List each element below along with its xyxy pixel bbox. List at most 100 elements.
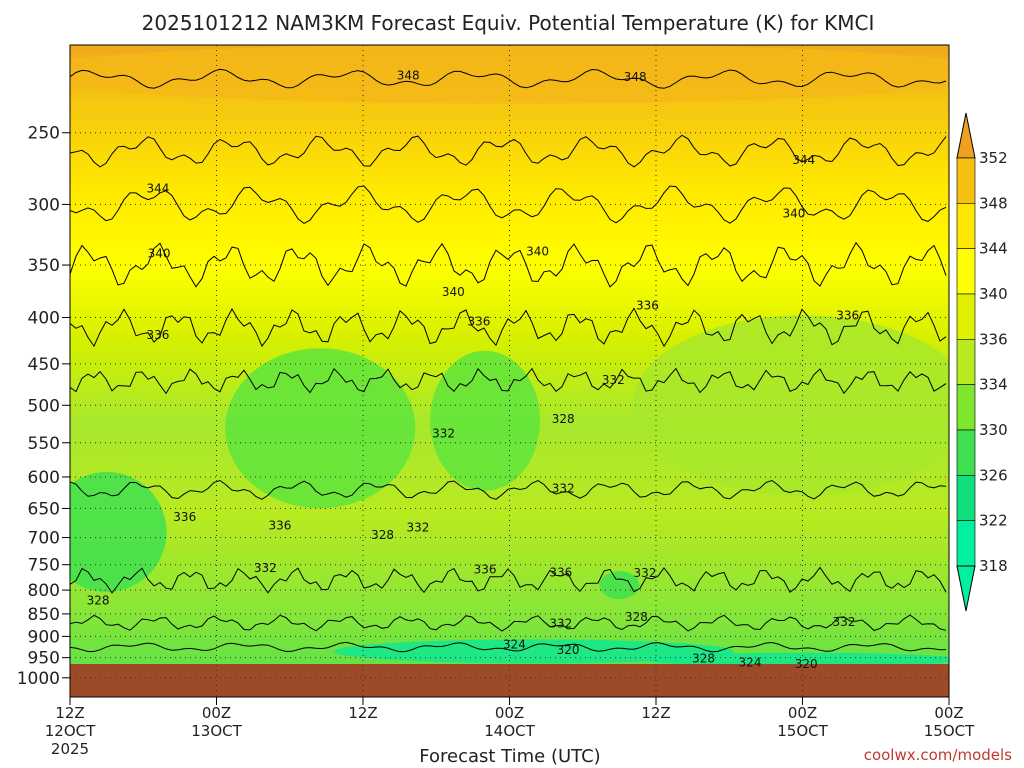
- contour-label: 336: [146, 328, 169, 342]
- x-tick-label: 15OCT: [924, 722, 975, 740]
- y-tick-label: 300: [28, 195, 60, 215]
- isoline: [70, 566, 947, 594]
- isoline: [70, 134, 947, 168]
- y-tick-label: 500: [28, 396, 60, 416]
- contour-label: 336: [468, 314, 491, 328]
- colorbar-label: 336: [979, 330, 1008, 348]
- isoline: [70, 641, 947, 653]
- isoline: [70, 307, 947, 348]
- y-tick-label: 550: [28, 434, 60, 454]
- y-tick-label: 800: [28, 581, 60, 601]
- contour-label: 332: [406, 520, 429, 534]
- contour-label: 340: [526, 244, 549, 258]
- contour-label: 328: [371, 528, 394, 542]
- x-tick-label: 12OCT: [45, 722, 96, 740]
- y-tick-label: 700: [28, 529, 60, 549]
- field-region: [642, 652, 949, 667]
- x-tick-label: 2025: [51, 740, 89, 758]
- y-tick-label: 650: [28, 499, 60, 519]
- x-tick-label: 15OCT: [777, 722, 828, 740]
- contour-label: 344: [146, 181, 169, 195]
- contour-label: 328: [692, 651, 715, 665]
- y-tick-label: 850: [28, 605, 60, 625]
- colorbar-segment: [956, 203, 976, 249]
- colorbar-label: 318: [979, 557, 1008, 575]
- x-tick-label: 00Z: [495, 704, 524, 722]
- contour-label: 340: [783, 206, 806, 220]
- y-axis: 250 300 350 400 450 500 550 600 650 700 750 800 850 9…: [17, 124, 70, 689]
- colorbar-label: 348: [979, 194, 1008, 212]
- contour-label: 336: [636, 299, 659, 313]
- colorbar-label: 334: [979, 376, 1008, 394]
- credit-text: coolwx.com/models: [864, 746, 1012, 764]
- field-region: [430, 350, 541, 491]
- field-region: [70, 45, 949, 104]
- contour-label: 328: [552, 412, 575, 426]
- colorbar-label: 330: [979, 421, 1008, 439]
- contour-label: 324: [503, 638, 526, 652]
- x-tick-label: 14OCT: [484, 722, 535, 740]
- y-tick-label: 400: [28, 309, 60, 329]
- field-region: [225, 348, 416, 509]
- contour-field: 348 348 344 344 340 340 340 340 336 336 336 336 332 3…: [70, 45, 949, 697]
- x-tick-label: 00Z: [788, 704, 817, 722]
- y-tick-label: 450: [28, 355, 60, 375]
- contour-label: 336: [173, 510, 196, 524]
- contour-label: 340: [148, 247, 171, 261]
- x-tick-label: 00Z: [202, 704, 231, 722]
- contour-label: 332: [432, 426, 455, 440]
- contour-label: 332: [254, 561, 277, 575]
- contour-label: 332: [833, 615, 856, 629]
- chart-title: 2025101212 NAM3KM Forecast Equiv. Potent…: [142, 11, 875, 35]
- colorbar-label: 326: [979, 466, 1008, 484]
- colorbar-segment: [956, 293, 976, 340]
- x-tick-label: 12Z: [348, 704, 377, 722]
- y-tick-label: 350: [28, 256, 60, 276]
- contour-label: 320: [557, 643, 580, 657]
- contour-label: 324: [739, 656, 762, 670]
- colorbar-segment: [956, 248, 976, 295]
- x-tick-label: 00Z: [934, 704, 963, 722]
- colorbar-label: 322: [979, 512, 1008, 530]
- colorbar-segment: [956, 429, 976, 476]
- contour-label: 344: [792, 153, 815, 167]
- colorbar-top-arrow: [956, 112, 976, 159]
- y-tick-label: 600: [28, 468, 60, 488]
- contour-label: 332: [549, 617, 572, 631]
- x-axis-label: Forecast Time (UTC): [419, 746, 600, 767]
- contour-label: 332: [552, 482, 575, 496]
- isoline: [70, 614, 947, 632]
- colorbar-segment: [956, 384, 976, 431]
- y-tick-label: 750: [28, 556, 60, 576]
- x-tick-label: 12Z: [641, 704, 670, 722]
- contour-label: 348: [397, 68, 420, 82]
- contour-label: 340: [442, 285, 465, 299]
- colorbar-bottom-arrow: [956, 565, 976, 612]
- contour-label: 332: [602, 373, 625, 387]
- colorbar-segment: [956, 475, 976, 521]
- isoline: [70, 185, 947, 224]
- contour-label: 328: [625, 610, 648, 624]
- contour-label: 336: [549, 565, 572, 579]
- contour-label: 328: [87, 594, 110, 608]
- colorbar-label: 344: [979, 240, 1008, 258]
- isoline: [70, 367, 947, 395]
- isoline: [70, 479, 947, 500]
- contour-label: 348: [624, 70, 647, 84]
- field-region: [333, 639, 734, 664]
- contour-label: 336: [269, 519, 292, 533]
- colorbar-segment: [956, 339, 976, 385]
- x-tick-label: 13OCT: [191, 722, 242, 740]
- colorbar-label: 340: [979, 285, 1008, 303]
- x-tick-label: 12Z: [55, 704, 84, 722]
- contour-label: 336: [836, 309, 859, 323]
- y-tick-label: 250: [28, 124, 60, 144]
- y-tick-label: 1000: [17, 669, 60, 689]
- y-tick-label: 950: [28, 649, 60, 669]
- contour-label: 332: [634, 566, 657, 580]
- contour-label: 336: [474, 562, 497, 576]
- colorbar-segment: [956, 157, 976, 204]
- field-region: [599, 571, 640, 600]
- colorbar-label: 352: [979, 149, 1008, 167]
